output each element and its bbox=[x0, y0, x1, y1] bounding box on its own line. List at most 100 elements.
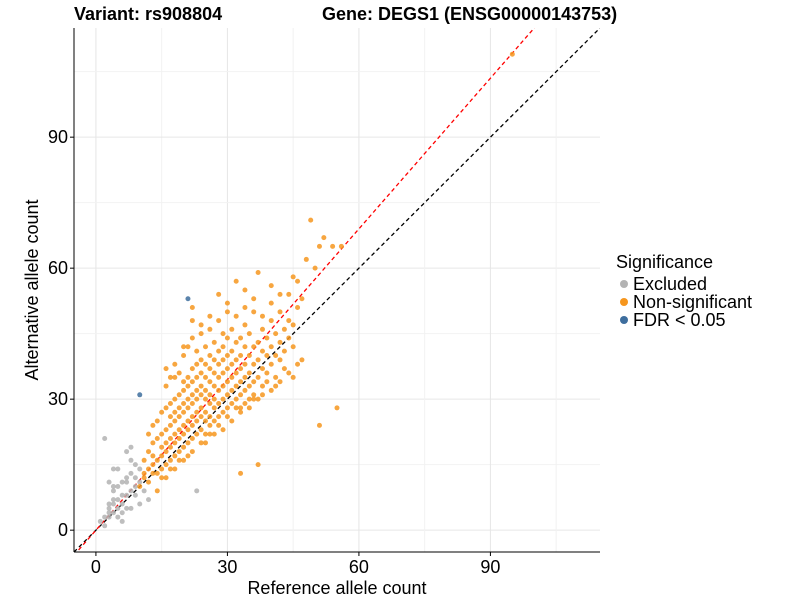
point-non-significant bbox=[167, 414, 173, 420]
point-non-significant bbox=[137, 484, 143, 489]
point-non-significant bbox=[167, 444, 173, 450]
point-non-significant bbox=[189, 414, 195, 420]
point-non-significant bbox=[207, 379, 213, 385]
point-excluded bbox=[132, 462, 138, 468]
point-non-significant bbox=[281, 366, 287, 372]
axes: 0 30 60 90 0 30 60 90 bbox=[48, 28, 600, 577]
point-non-significant bbox=[255, 462, 261, 468]
point-non-significant bbox=[290, 374, 296, 380]
point-non-significant bbox=[316, 422, 322, 428]
point-excluded bbox=[106, 479, 112, 485]
point-non-significant bbox=[198, 440, 204, 446]
point-non-significant bbox=[312, 265, 318, 271]
point-non-significant bbox=[176, 457, 182, 463]
point-non-significant bbox=[246, 383, 252, 389]
point-non-significant bbox=[203, 387, 208, 393]
point-excluded bbox=[115, 514, 121, 520]
point-non-significant bbox=[167, 435, 173, 441]
point-non-significant bbox=[268, 387, 274, 393]
point-non-significant bbox=[295, 278, 301, 284]
point-non-significant bbox=[290, 274, 296, 280]
point-excluded bbox=[132, 484, 138, 489]
point-non-significant bbox=[273, 383, 279, 389]
point-non-significant bbox=[238, 405, 244, 411]
point-non-significant bbox=[189, 392, 195, 398]
point-non-significant bbox=[181, 379, 187, 385]
point-non-significant bbox=[242, 344, 248, 350]
point-excluded bbox=[124, 479, 130, 485]
point-non-significant bbox=[251, 361, 257, 367]
point-non-significant bbox=[159, 431, 165, 437]
point-excluded bbox=[128, 488, 134, 494]
point-excluded bbox=[106, 510, 112, 516]
y-axis-label: Alternative allele count bbox=[22, 199, 42, 380]
point-non-significant bbox=[176, 392, 182, 398]
point-non-significant bbox=[290, 322, 296, 328]
point-non-significant bbox=[330, 243, 336, 249]
point-non-significant bbox=[233, 370, 239, 376]
y-tick-label: 60 bbox=[48, 258, 68, 278]
point-non-significant bbox=[277, 309, 283, 315]
point-non-significant bbox=[185, 344, 191, 350]
point-non-significant bbox=[141, 457, 147, 463]
point-non-significant bbox=[176, 435, 182, 441]
point-non-significant bbox=[338, 243, 344, 249]
point-non-significant bbox=[181, 401, 187, 407]
point-non-significant bbox=[189, 422, 195, 428]
legend-label-non-significant: Non-significant bbox=[633, 291, 753, 312]
point-non-significant bbox=[238, 335, 244, 341]
point-non-significant bbox=[176, 427, 182, 433]
point-non-significant bbox=[277, 379, 283, 385]
point-non-significant bbox=[268, 318, 274, 324]
x-tick-label: 30 bbox=[217, 557, 237, 577]
point-non-significant bbox=[185, 396, 191, 402]
point-non-significant bbox=[150, 440, 156, 446]
point-non-significant bbox=[246, 353, 252, 358]
point-non-significant bbox=[273, 374, 279, 380]
legend: Significance Excluded Non-significant FD… bbox=[616, 252, 753, 330]
point-non-significant bbox=[189, 435, 195, 441]
point-non-significant bbox=[233, 339, 239, 345]
point-excluded bbox=[128, 457, 134, 463]
point-non-significant bbox=[264, 335, 270, 341]
point-non-significant bbox=[203, 361, 208, 367]
point-non-significant bbox=[277, 357, 283, 363]
point-non-significant bbox=[251, 392, 257, 398]
point-non-significant bbox=[238, 409, 244, 415]
point-non-significant bbox=[181, 344, 187, 350]
point-non-significant bbox=[281, 348, 287, 354]
point-excluded bbox=[102, 523, 108, 529]
point-excluded bbox=[124, 505, 130, 511]
point-non-significant bbox=[216, 401, 222, 407]
point-non-significant bbox=[216, 422, 222, 428]
point-non-significant bbox=[216, 291, 222, 297]
point-excluded bbox=[146, 497, 152, 503]
point-excluded bbox=[137, 466, 143, 472]
point-non-significant bbox=[172, 466, 178, 472]
point-excluded bbox=[124, 449, 130, 455]
point-non-significant bbox=[211, 418, 217, 424]
point-non-significant bbox=[172, 361, 178, 367]
point-non-significant bbox=[251, 396, 257, 402]
point-non-significant bbox=[273, 331, 279, 337]
point-non-significant bbox=[264, 379, 270, 385]
point-non-significant bbox=[207, 431, 213, 437]
point-non-significant bbox=[251, 296, 257, 302]
point-non-significant bbox=[198, 322, 204, 328]
point-excluded bbox=[137, 479, 143, 485]
point-non-significant bbox=[290, 344, 296, 350]
point-non-significant bbox=[220, 331, 226, 337]
point-non-significant bbox=[203, 396, 208, 402]
point-non-significant bbox=[264, 370, 270, 376]
point-excluded bbox=[110, 466, 116, 472]
point-excluded bbox=[110, 488, 116, 494]
point-non-significant bbox=[295, 361, 301, 367]
point-non-significant bbox=[286, 370, 292, 376]
point-non-significant bbox=[150, 453, 156, 459]
point-non-significant bbox=[176, 370, 182, 376]
point-non-significant bbox=[189, 335, 195, 341]
point-non-significant bbox=[172, 431, 178, 437]
point-non-significant bbox=[242, 304, 248, 310]
legend-item-non-significant: Non-significant bbox=[616, 291, 753, 312]
point-non-significant bbox=[299, 296, 305, 302]
